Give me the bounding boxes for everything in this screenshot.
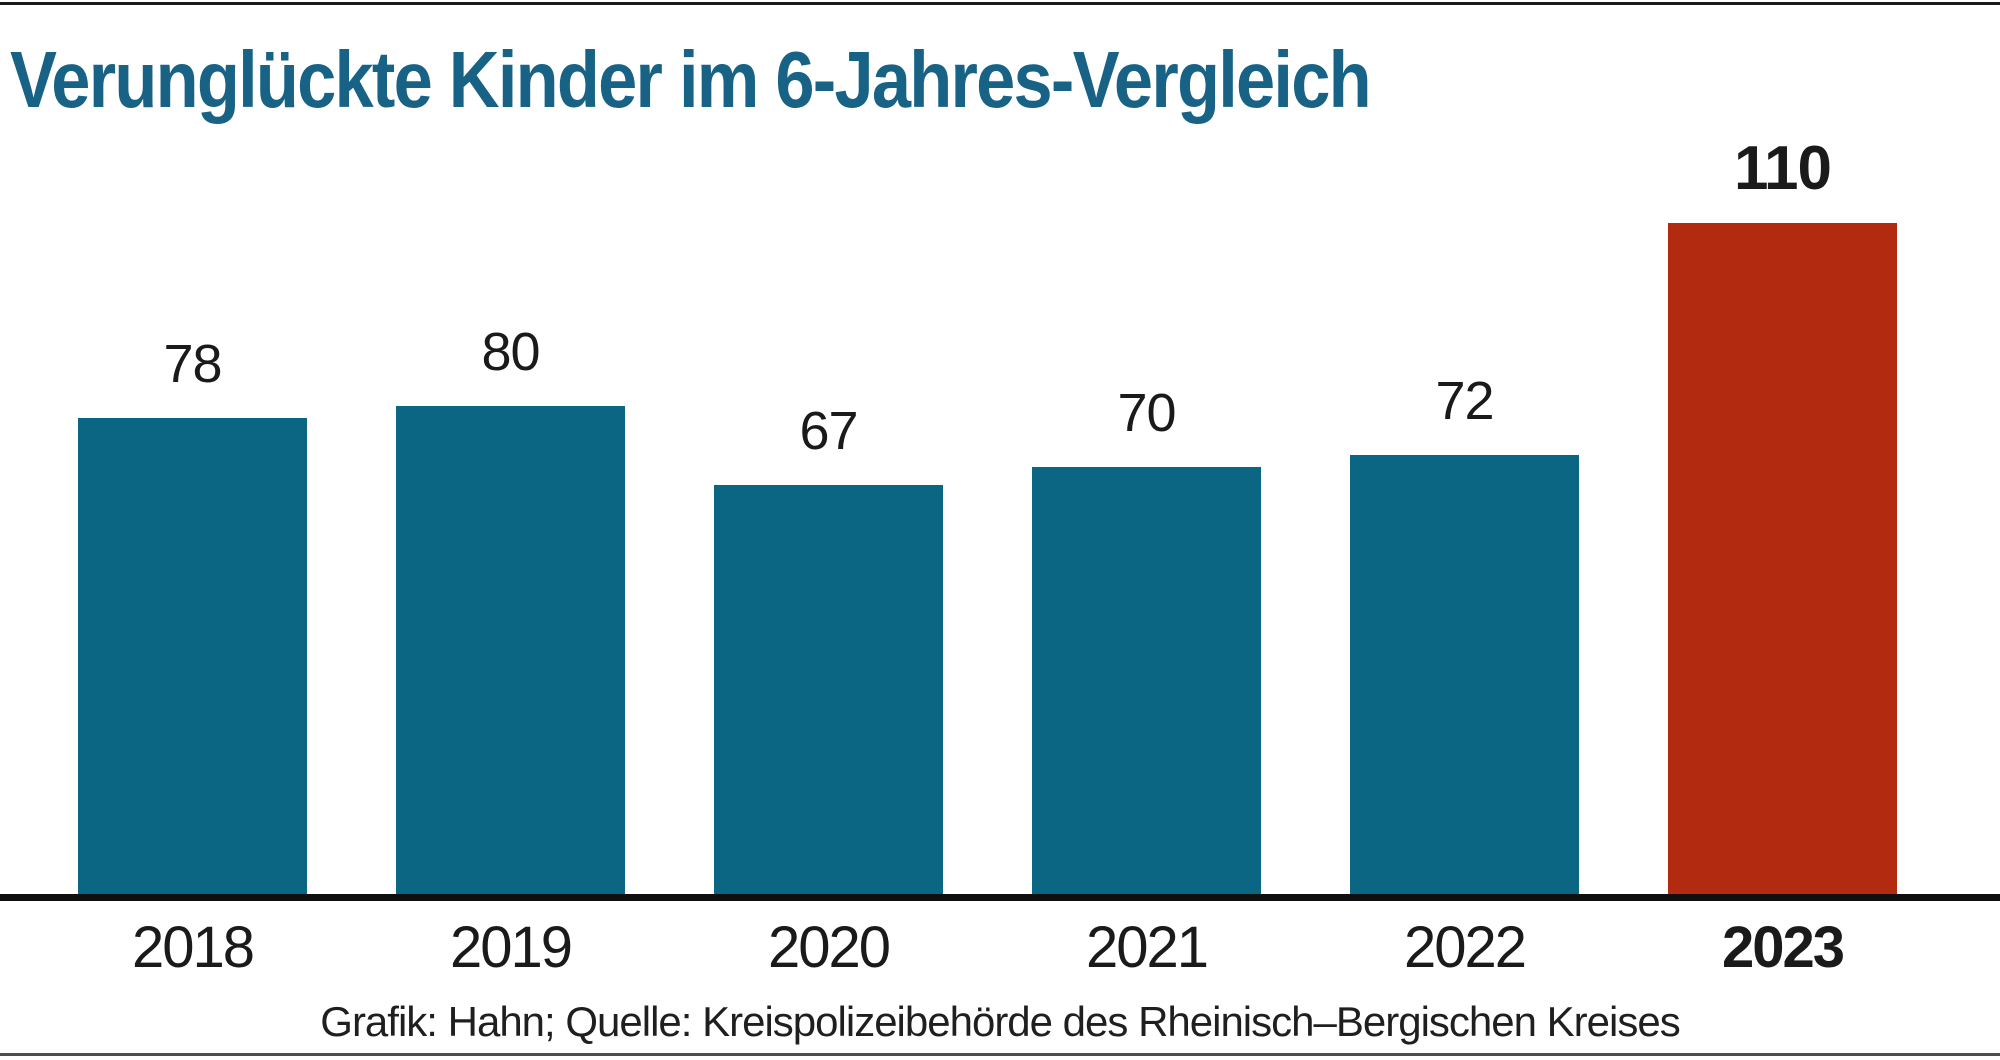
value-label-2018: 78 bbox=[163, 334, 222, 394]
value-label-2023: 110 bbox=[1733, 134, 1832, 203]
bar-2022 bbox=[1350, 455, 1579, 894]
year-label-2020: 2020 bbox=[767, 915, 891, 980]
year-label-2018: 2018 bbox=[131, 915, 255, 980]
value-label-2019: 80 bbox=[481, 322, 540, 382]
bar-2018 bbox=[78, 418, 307, 894]
year-label-2022: 2022 bbox=[1403, 915, 1527, 980]
year-label-2021: 2021 bbox=[1085, 915, 1209, 980]
value-label-2020: 67 bbox=[799, 401, 858, 461]
year-label-2019: 2019 bbox=[449, 915, 573, 980]
top-border-rule bbox=[0, 2, 2000, 5]
chart-title: Verunglückte Kinder im 6-Jahres-Vergleic… bbox=[10, 35, 1372, 124]
source-credit: Grafik: Hahn; Quelle: Kreispolizeibehörd… bbox=[320, 998, 1680, 1045]
bar-2021 bbox=[1032, 467, 1261, 894]
bottom-border-rule bbox=[0, 1053, 2000, 1056]
bar-2019 bbox=[396, 406, 625, 894]
bar-2023 bbox=[1668, 223, 1897, 894]
value-label-2022: 72 bbox=[1435, 371, 1494, 431]
bar-2020 bbox=[714, 485, 943, 894]
value-label-2021: 70 bbox=[1117, 383, 1176, 443]
x-axis-line bbox=[0, 894, 2000, 901]
year-label-2023: 2023 bbox=[1721, 915, 1845, 980]
